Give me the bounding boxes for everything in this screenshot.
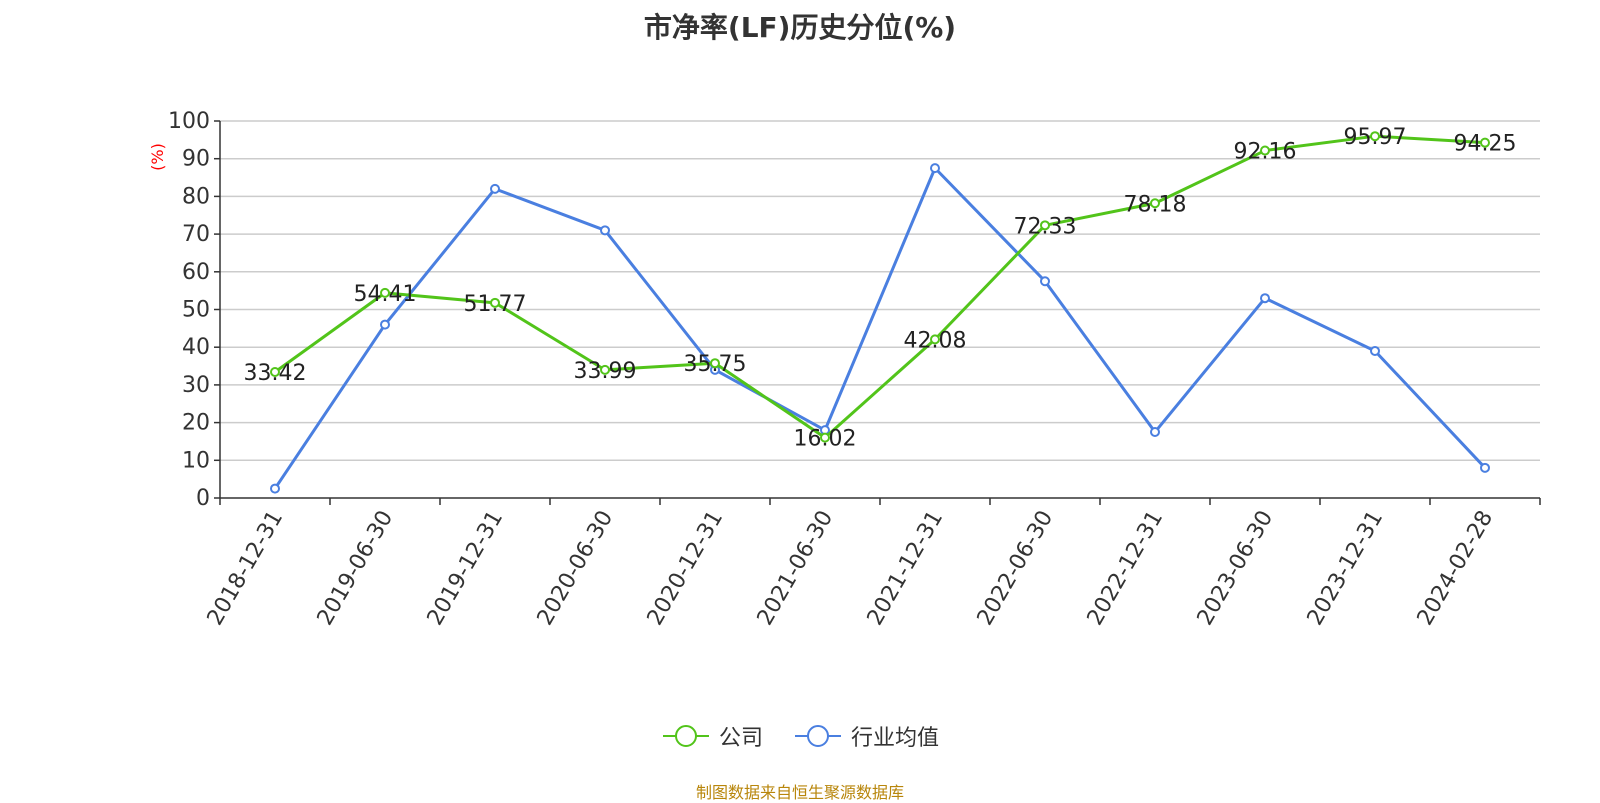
data-point-industry <box>930 163 940 174</box>
data-point-company <box>1150 198 1160 209</box>
legend-marker-company <box>662 725 709 747</box>
data-point-industry <box>1040 276 1050 287</box>
data-point-company <box>820 432 830 443</box>
legend-item-company[interactable]: 公司 <box>661 720 763 752</box>
data-label: 95.97 <box>1344 125 1407 150</box>
legend: 公司 行业均值 <box>0 720 1600 752</box>
data-point-company <box>1040 220 1050 231</box>
y-tick-label: 100 <box>168 109 210 134</box>
data-point-industry <box>1370 345 1380 356</box>
data-label: 42.08 <box>904 328 967 353</box>
y-tick-label: 10 <box>182 448 210 473</box>
data-label: 92.16 <box>1234 140 1297 165</box>
data-point-company <box>1480 137 1490 148</box>
y-tick-label: 0 <box>196 486 210 511</box>
data-point-company <box>490 297 500 308</box>
data-point-industry <box>600 225 610 236</box>
data-label: 72.33 <box>1014 214 1077 239</box>
x-tick-label: 2018-12-31 <box>203 507 289 630</box>
data-label: 16.02 <box>794 427 857 452</box>
data-point-industry <box>490 183 500 194</box>
y-tick-label: 50 <box>182 298 210 323</box>
data-point-industry <box>1480 462 1490 473</box>
source-note: 制图数据来自恒生聚源数据库 <box>695 783 904 802</box>
data-point-company <box>710 358 720 369</box>
data-label: 33.42 <box>244 361 307 386</box>
data-point-industry <box>1260 293 1270 304</box>
y-tick-label: 70 <box>182 222 210 247</box>
data-label: 78.18 <box>1124 192 1187 217</box>
x-tick-label: 2022-12-31 <box>1083 507 1169 630</box>
series-line-company <box>274 134 1486 440</box>
data-point-company <box>1370 131 1380 142</box>
x-tick-label: 2023-12-31 <box>1303 507 1389 630</box>
x-tick-label: 2020-06-30 <box>533 507 619 630</box>
data-point-industry <box>1150 427 1160 438</box>
data-point-industry <box>380 319 390 330</box>
y-tick-label: 20 <box>182 411 210 436</box>
data-label: 33.99 <box>574 359 637 384</box>
chart-title: 市净率(LF)历史分位(%) <box>643 11 957 44</box>
series-line-industry <box>273 166 1487 490</box>
data-point-industry <box>270 483 280 494</box>
data-point-company <box>1260 145 1270 156</box>
legend-label-company: 公司 <box>718 726 763 751</box>
y-tick-label: 60 <box>182 260 210 285</box>
x-tick-label: 2022-06-30 <box>973 507 1059 630</box>
x-tick-label: 2023-06-30 <box>1193 507 1279 630</box>
y-tick-label: 90 <box>182 147 210 172</box>
legend-item-industry[interactable]: 行业均值 <box>793 720 939 752</box>
x-tick-label: 2020-12-31 <box>643 507 729 630</box>
legend-label-industry: 行业均值 <box>851 726 940 751</box>
x-tick-label: 2024-02-28 <box>1413 507 1499 630</box>
x-tick-label: 2019-06-30 <box>313 507 399 630</box>
data-label: 94.25 <box>1454 132 1517 157</box>
x-tick-label: 2021-12-31 <box>863 507 949 630</box>
data-label: 54.41 <box>354 282 417 307</box>
data-point-company <box>380 287 390 298</box>
data-point-company <box>270 367 280 378</box>
x-tick-label: 2021-06-30 <box>753 507 839 630</box>
data-label: 51.77 <box>464 292 527 317</box>
data-point-company <box>930 334 940 345</box>
y-axis-label: (%) <box>148 143 167 171</box>
data-point-company <box>600 364 610 375</box>
y-tick-label: 30 <box>182 373 210 398</box>
x-tick-label: 2019-12-31 <box>423 507 509 630</box>
y-tick-label: 80 <box>182 184 210 209</box>
data-label: 35.75 <box>684 352 747 377</box>
legend-marker-industry <box>795 725 841 747</box>
y-tick-label: 40 <box>182 335 210 360</box>
